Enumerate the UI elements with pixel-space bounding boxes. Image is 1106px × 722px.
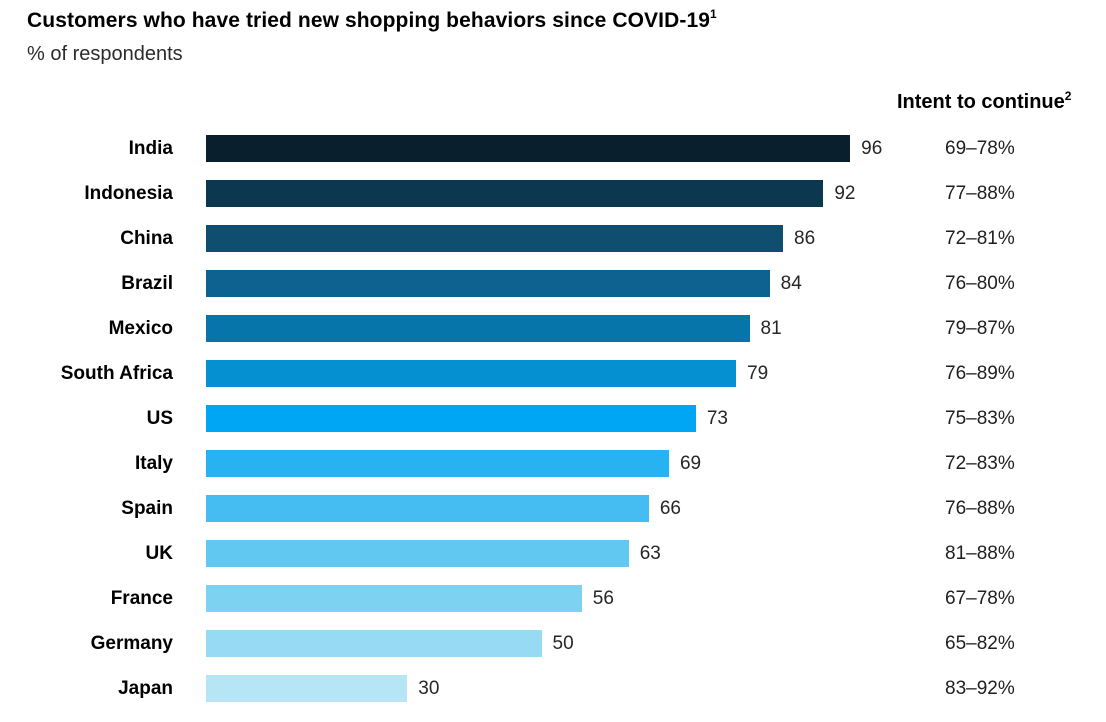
country-label: South Africa (60, 362, 173, 384)
bar (206, 585, 582, 612)
value-label: 63 (639, 542, 661, 564)
chart-subtitle: % of respondents (27, 43, 183, 65)
bar-track: 66 (206, 495, 906, 522)
bar-track: 92 (206, 180, 906, 207)
bar (206, 540, 629, 567)
bar-track: 79 (206, 360, 906, 387)
bar-track: 86 (206, 225, 906, 252)
country-label: UK (145, 542, 173, 564)
intent-value: 72–83% (945, 452, 1015, 474)
value-label: 69 (679, 452, 702, 474)
bar-row: US 73 75–83% (0, 396, 1106, 441)
intent-column-header: Intent to continue2 (897, 89, 1072, 114)
intent-value: 75–83% (945, 407, 1015, 429)
value-label: 96 (861, 137, 883, 159)
country-label: US (146, 407, 173, 429)
bar (206, 315, 750, 342)
bar (206, 405, 696, 432)
bar-track: 63 (206, 540, 906, 567)
intent-value: 76–88% (945, 497, 1015, 519)
bar-row: South Africa 79 76–89% (0, 351, 1106, 396)
value-label: 73 (706, 407, 728, 429)
country-label: China (120, 227, 173, 249)
intent-value: 76–80% (945, 272, 1015, 294)
chart-title-text: Customers who have tried new shopping be… (27, 9, 711, 32)
country-label: Indonesia (84, 182, 173, 204)
bar-track: 81 (206, 315, 906, 342)
bar (206, 225, 784, 252)
bar-row: Japan 30 83–92% (0, 666, 1106, 711)
value-label: 50 (552, 632, 574, 654)
chart-title: Customers who have tried new shopping be… (27, 7, 717, 33)
bar-row: Germany 50 65–82% (0, 621, 1106, 666)
intent-value: 79–87% (945, 317, 1015, 339)
country-label: Mexico (108, 317, 173, 339)
intent-value: 72–81% (945, 227, 1015, 249)
bar-track: 56 (206, 585, 906, 612)
value-label: 66 (659, 497, 681, 519)
value-label: 86 (794, 227, 816, 249)
bar-row: Brazil 84 76–80% (0, 261, 1106, 306)
value-label: 30 (418, 677, 440, 699)
value-label: 81 (760, 317, 782, 339)
bar-row: China 86 72–81% (0, 216, 1106, 261)
bar-row: Mexico 81 79–87% (0, 306, 1106, 351)
bar (206, 180, 824, 207)
country-label: France (110, 587, 173, 609)
intent-header-text: Intent to continue (897, 91, 1065, 113)
bar-track: 73 (206, 405, 906, 432)
bar-row: Italy 69 72–83% (0, 441, 1106, 486)
bar (206, 630, 542, 657)
bar-track: 84 (206, 270, 906, 297)
bar-track: 30 (206, 675, 906, 702)
country-label: India (128, 137, 173, 159)
bar-track: 50 (206, 630, 906, 657)
bar-row: UK 63 81–88% (0, 531, 1106, 576)
country-label: Spain (121, 497, 173, 519)
bar (206, 270, 770, 297)
bar-track: 69 (206, 450, 906, 477)
intent-value: 77–88% (945, 182, 1015, 204)
bar (206, 135, 851, 162)
intent-value: 69–78% (945, 137, 1015, 159)
intent-value: 76–89% (945, 362, 1015, 384)
bar-row: France 56 67–78% (0, 576, 1106, 621)
intent-value: 67–78% (945, 587, 1015, 609)
bar (206, 675, 408, 702)
country-label: Brazil (121, 272, 173, 294)
country-label: Japan (118, 677, 173, 699)
country-label: Italy (134, 452, 173, 474)
value-label: 56 (592, 587, 614, 609)
intent-header-footnote-marker: 2 (1064, 89, 1072, 103)
bar-rows: India 96 69–78% Indonesia 92 77–88% China 86 72–… (0, 126, 1106, 711)
value-label: 84 (780, 272, 802, 294)
country-label: Germany (90, 632, 173, 654)
intent-value: 81–88% (945, 542, 1015, 564)
bar (206, 360, 737, 387)
bar-row: India 96 69–78% (0, 126, 1106, 171)
bar (206, 495, 649, 522)
intent-value: 83–92% (945, 677, 1015, 699)
intent-value: 65–82% (945, 632, 1015, 654)
bar-track: 96 (206, 135, 906, 162)
bar-row: Spain 66 76–88% (0, 486, 1106, 531)
bar (206, 450, 669, 477)
chart-title-footnote-marker: 1 (710, 7, 717, 21)
value-label: 92 (834, 182, 856, 204)
value-label: 79 (747, 362, 769, 384)
bar-row: Indonesia 92 77–88% (0, 171, 1106, 216)
